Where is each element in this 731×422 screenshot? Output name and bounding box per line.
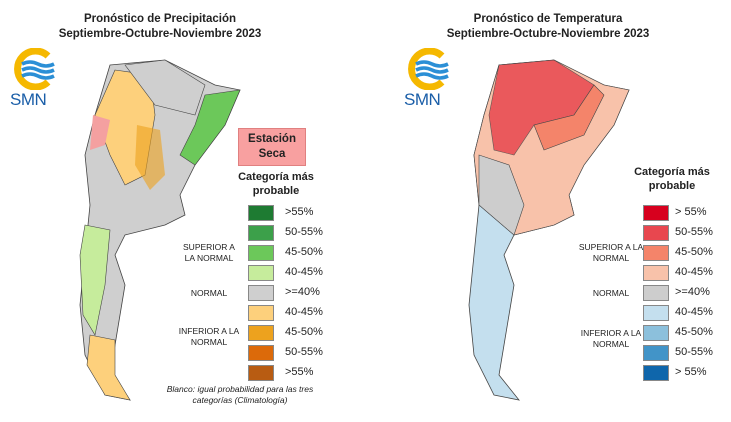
legend-label: 40-45% [285, 266, 323, 278]
legend-label: 50-55% [285, 226, 323, 238]
legend-label: 40-45% [675, 306, 713, 318]
legend-swatch [248, 205, 274, 221]
precipitation-title: Pronóstico de Precipitación Septiembre-O… [40, 12, 280, 42]
legend-label: 50-55% [675, 346, 713, 358]
legend-swatch [248, 325, 274, 341]
legend-swatch [643, 245, 669, 261]
legend-label: 45-50% [675, 326, 713, 338]
temperature-title: Pronóstico de Temperatura Septiembre-Oct… [428, 12, 668, 42]
group-normal: NORMAL [592, 288, 630, 298]
legend-label: 45-50% [675, 246, 713, 258]
legend-label: 40-45% [675, 266, 713, 278]
legend-swatch [248, 285, 274, 301]
legend-label: 40-45% [285, 306, 323, 318]
legend-swatch [643, 225, 669, 241]
legend-swatch [643, 325, 669, 341]
group-above: SUPERIOR A LA NORMAL [578, 242, 644, 263]
legend-label: 50-55% [285, 346, 323, 358]
legend-swatch [248, 365, 274, 381]
subtitle-line: Septiembre-Octubre-Noviembre 2023 [446, 28, 650, 40]
legend-swatch [643, 265, 669, 281]
precipitation-map [79, 59, 241, 401]
subtitle-line: Septiembre-Octubre-Noviembre 2023 [58, 28, 262, 40]
group-below: INFERIOR A LA NORMAL [580, 328, 642, 349]
legend-label: 50-55% [675, 226, 713, 238]
climatology-note: Blanco: igual probabilidad para las tres… [166, 384, 314, 405]
legend-label: >55% [285, 206, 314, 218]
legend-label: > 55% [675, 366, 707, 378]
dry-season-label: Estación Seca [238, 128, 306, 166]
precipitation-panel: Pronóstico de Precipitación Septiembre-O… [0, 0, 365, 422]
legend-swatch [643, 205, 669, 221]
legend-swatch [643, 345, 669, 361]
smn-sun-icon [14, 47, 55, 91]
smn-sun-icon [408, 47, 449, 91]
legend-swatch [643, 305, 669, 321]
legend-label: >=40% [285, 286, 320, 298]
title-line: Pronóstico de Precipitación [83, 13, 237, 25]
legend-label: > 55% [675, 206, 707, 218]
group-above: SUPERIOR A LA NORMAL [183, 242, 235, 263]
legend-swatch [643, 365, 669, 381]
legend-swatch [248, 265, 274, 281]
legend-label: 45-50% [285, 246, 323, 258]
group-normal: NORMAL [190, 288, 228, 298]
logo-text: SMN [10, 90, 47, 109]
title-line: Pronóstico de Temperatura [473, 13, 623, 25]
legend-swatch [248, 305, 274, 321]
legend-label: >=40% [675, 286, 710, 298]
legend-swatch [248, 345, 274, 361]
legend-label: >55% [285, 366, 314, 378]
legend-title: Categoría más probable [238, 171, 314, 197]
legend-swatch [643, 285, 669, 301]
legend-label: 45-50% [285, 326, 323, 338]
temperature-map [468, 59, 630, 401]
logo-text: SMN [404, 90, 441, 109]
group-below: INFERIOR A LA NORMAL [178, 326, 240, 347]
temperature-panel: Pronóstico de Temperatura Septiembre-Oct… [366, 0, 731, 422]
smn-logo: SMN [402, 47, 462, 112]
legend-swatch [248, 245, 274, 261]
legend-title: Categoría más probable [634, 166, 710, 192]
legend-swatch [248, 225, 274, 241]
smn-logo: SMN [8, 47, 68, 112]
